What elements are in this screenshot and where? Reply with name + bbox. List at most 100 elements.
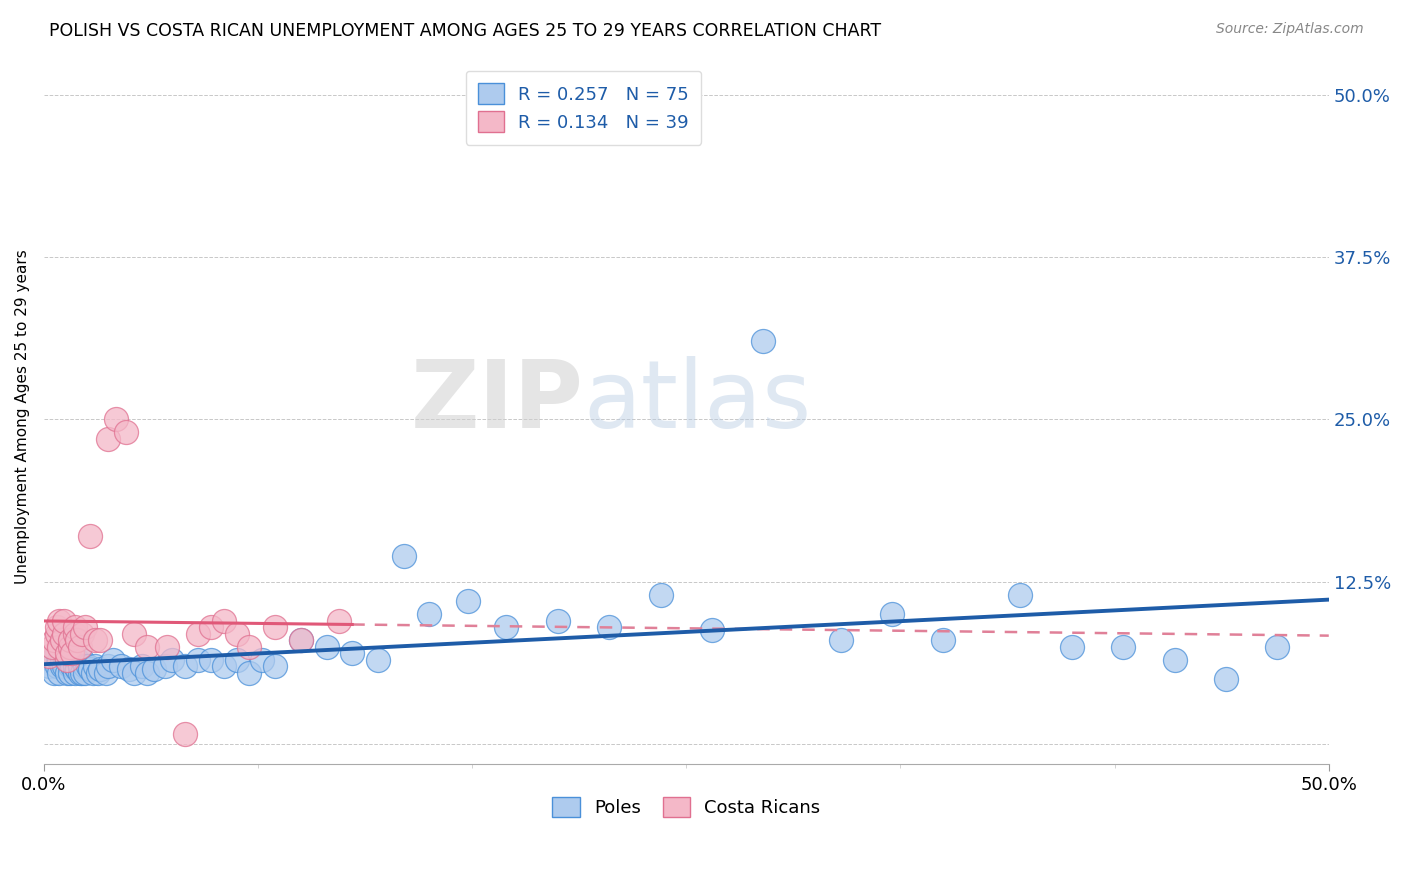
Point [135,640,157,654]
Point [56,646,79,660]
Point [58,633,80,648]
Text: ZIP: ZIP [411,356,583,449]
Point [212,614,235,628]
Point [72,653,94,667]
Point [97,659,120,673]
Point [45,646,67,660]
Point [225,653,247,667]
Point [200,653,222,667]
Point [212,659,235,673]
Point [187,653,209,667]
Point [45,620,67,634]
Point [66,633,89,648]
Point [225,627,247,641]
Point [103,653,125,667]
Point [97,432,120,446]
Point [1010,588,1032,602]
Point [187,627,209,641]
Point [94,665,117,680]
Point [1112,640,1135,654]
Point [63,665,86,680]
Point [367,653,389,667]
Point [60,646,83,660]
Point [69,640,91,654]
Point [51,653,73,667]
Point [41,640,63,654]
Point [495,620,517,634]
Point [650,588,672,602]
Point [69,665,91,680]
Point [264,659,287,673]
Point [58,653,80,667]
Point [547,614,569,628]
Point [63,659,86,673]
Point [752,334,775,349]
Point [53,646,76,660]
Point [115,425,138,440]
Point [122,665,145,680]
Point [60,648,83,663]
Point [87,665,110,680]
Point [418,607,440,622]
Point [392,549,415,563]
Point [38,648,60,663]
Point [135,665,157,680]
Text: Source: ZipAtlas.com: Source: ZipAtlas.com [1216,22,1364,37]
Point [290,633,312,648]
Point [53,627,76,641]
Point [69,659,91,673]
Point [76,659,98,673]
Point [38,659,60,673]
Point [457,594,479,608]
Point [48,665,70,680]
Point [1163,653,1185,667]
Point [238,665,260,680]
Point [162,653,184,667]
Point [143,662,166,676]
Point [156,640,179,654]
Point [84,659,107,673]
Point [53,659,76,673]
Point [89,662,111,676]
Point [830,633,852,648]
Legend: Poles, Costa Ricans: Poles, Costa Ricans [546,790,827,824]
Point [58,659,80,673]
Y-axis label: Unemployment Among Ages 25 to 29 years: Unemployment Among Ages 25 to 29 years [15,249,30,583]
Point [131,659,153,673]
Point [48,653,70,667]
Point [200,620,222,634]
Point [110,659,132,673]
Point [72,665,94,680]
Point [58,665,80,680]
Point [58,640,80,654]
Point [598,620,620,634]
Point [1060,640,1083,654]
Point [79,662,101,676]
Point [1267,640,1289,654]
Point [82,665,104,680]
Point [174,727,197,741]
Point [79,529,101,543]
Point [56,653,79,667]
Point [328,614,350,628]
Point [48,640,70,654]
Point [238,640,260,654]
Point [84,633,107,648]
Point [66,653,89,667]
Point [880,607,903,622]
Point [342,646,364,660]
Point [63,627,86,641]
Point [73,665,96,680]
Point [51,659,73,673]
Point [290,633,312,648]
Point [264,620,287,634]
Point [56,665,79,680]
Point [56,653,79,667]
Point [932,633,955,648]
Point [89,633,111,648]
Point [174,659,197,673]
Point [700,623,723,637]
Point [48,614,70,628]
Point [118,662,141,676]
Point [45,659,67,673]
